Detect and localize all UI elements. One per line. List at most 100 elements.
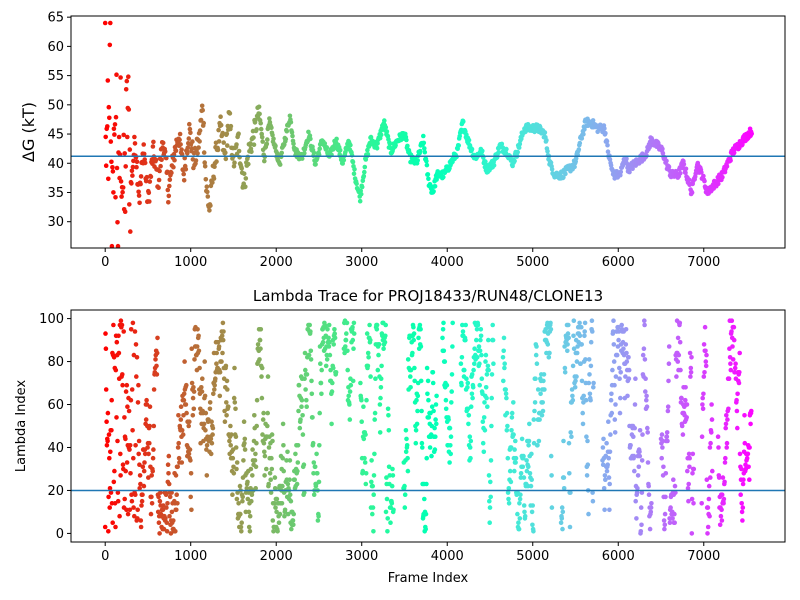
- lambda-point: [107, 505, 112, 510]
- lambda-point: [304, 397, 309, 403]
- delta-g-point: [120, 185, 126, 190]
- lambda-point: [468, 455, 473, 461]
- lambda-point: [188, 471, 194, 476]
- lambda-point: [297, 425, 303, 431]
- lambda-point: [258, 327, 264, 332]
- lambda-point: [290, 518, 296, 523]
- lambda-point: [371, 473, 377, 478]
- delta-g-point: [147, 179, 153, 184]
- bottom-y-axis-label: Lambda Index: [14, 380, 29, 473]
- lambda-point: [304, 404, 310, 410]
- lambda-point: [701, 374, 707, 379]
- bottom-x-tick-label: 5000: [516, 549, 549, 564]
- lambda-point: [376, 342, 382, 347]
- lambda-point: [736, 380, 742, 386]
- lambda-point: [587, 372, 592, 377]
- delta-g-point: [236, 148, 242, 154]
- lambda-point: [167, 513, 172, 519]
- lambda-point: [315, 471, 320, 476]
- lambda-point: [411, 331, 417, 336]
- delta-g-point: [179, 152, 185, 157]
- lambda-point: [107, 486, 113, 491]
- delta-g-point: [618, 169, 624, 175]
- lambda-point: [108, 449, 113, 455]
- lambda-point: [559, 505, 565, 510]
- lambda-point: [579, 378, 585, 384]
- lambda-point: [715, 434, 721, 440]
- lambda-point: [517, 496, 523, 502]
- lambda-point: [680, 432, 686, 437]
- delta-g-point: [516, 145, 522, 150]
- top-y-tick-label: 40: [47, 157, 64, 172]
- lambda-point: [558, 520, 564, 525]
- lambda-point: [728, 367, 734, 373]
- lambda-point: [129, 387, 135, 392]
- lambda-point: [574, 359, 580, 364]
- lambda-point: [633, 498, 638, 504]
- delta-g-point: [121, 132, 126, 138]
- lambda-point: [521, 475, 527, 480]
- delta-g-point: [603, 130, 608, 136]
- lambda-point: [225, 387, 230, 392]
- lambda-point: [212, 382, 217, 388]
- lambda-point: [469, 391, 475, 397]
- lambda-point: [566, 335, 571, 341]
- lambda-point: [155, 335, 160, 341]
- lambda-point: [414, 421, 420, 427]
- lambda-point: [175, 501, 180, 506]
- lambda-point: [359, 419, 365, 425]
- lambda-point: [253, 464, 259, 470]
- lambda-point: [548, 320, 553, 326]
- lambda-point: [645, 460, 651, 465]
- lambda-point: [139, 503, 144, 508]
- lambda-point: [566, 440, 572, 446]
- lambda-point: [559, 516, 565, 521]
- lambda-point: [517, 516, 523, 521]
- lambda-point: [369, 458, 374, 463]
- lambda-point: [189, 346, 194, 352]
- delta-g-point: [724, 164, 730, 169]
- lambda-point: [116, 350, 122, 356]
- lambda-point: [295, 460, 301, 465]
- lambda-point: [512, 468, 517, 474]
- lambda-point: [623, 374, 628, 379]
- delta-g-point: [128, 229, 133, 234]
- lambda-point: [302, 376, 307, 382]
- lambda-point: [476, 344, 482, 349]
- lambda-point: [132, 329, 138, 334]
- lambda-point: [527, 421, 532, 427]
- delta-g-point: [683, 166, 689, 172]
- lambda-point: [264, 466, 269, 472]
- delta-g-point: [122, 209, 128, 214]
- bottom-x-tick-label: 1000: [174, 549, 207, 564]
- lambda-point: [705, 524, 711, 530]
- lambda-point: [239, 520, 244, 525]
- lambda-point: [124, 382, 130, 388]
- lambda-point: [434, 421, 439, 427]
- lambda-point: [529, 509, 535, 515]
- lambda-point: [131, 505, 136, 510]
- lambda-point: [210, 432, 215, 437]
- lambda-point: [684, 415, 689, 420]
- lambda-point: [135, 516, 140, 521]
- lambda-point: [433, 417, 438, 422]
- lambda-point: [423, 511, 429, 517]
- lambda-point: [212, 387, 217, 392]
- lambda-point: [730, 344, 735, 349]
- delta-g-point: [256, 104, 262, 110]
- delta-g-point: [434, 177, 439, 182]
- lambda-point: [105, 410, 111, 416]
- lambda-point: [448, 434, 454, 440]
- lambda-point: [187, 419, 192, 425]
- lambda-point: [672, 483, 678, 489]
- lambda-point: [619, 322, 624, 328]
- lambda-point: [687, 455, 692, 461]
- lambda-point: [207, 406, 213, 412]
- delta-g-point: [432, 184, 438, 189]
- lambda-point: [373, 376, 378, 382]
- lambda-point: [419, 408, 424, 414]
- lambda-point: [521, 503, 527, 508]
- lambda-point: [624, 359, 630, 364]
- lambda-point: [685, 486, 691, 491]
- lambda-point: [174, 507, 179, 513]
